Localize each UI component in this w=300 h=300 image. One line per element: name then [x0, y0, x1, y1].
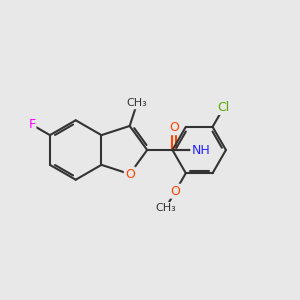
- Text: CH₃: CH₃: [155, 203, 176, 213]
- Text: Cl: Cl: [218, 101, 230, 114]
- Text: O: O: [169, 121, 179, 134]
- Text: F: F: [28, 118, 35, 131]
- Text: NH: NH: [191, 143, 210, 157]
- Text: CH₃: CH₃: [127, 98, 147, 108]
- Text: O: O: [170, 185, 180, 198]
- Text: O: O: [125, 167, 135, 181]
